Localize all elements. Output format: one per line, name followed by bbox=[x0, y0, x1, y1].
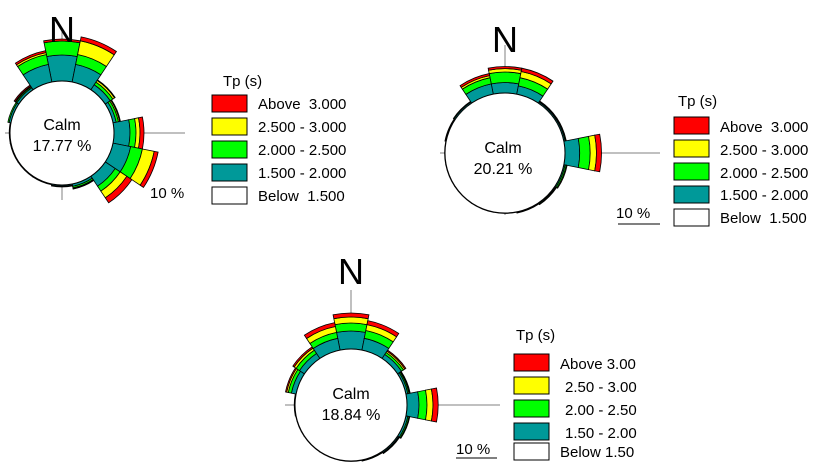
petals bbox=[7, 36, 159, 204]
petal-90-band2 bbox=[417, 389, 428, 421]
calm-value: 20.21 % bbox=[474, 161, 533, 178]
petal-90-above bbox=[430, 387, 439, 423]
calm-value: 17.77 % bbox=[33, 138, 92, 155]
calm-circle bbox=[294, 348, 408, 462]
petal-112.5-band3 bbox=[399, 416, 411, 439]
petal-90-band2 bbox=[128, 118, 137, 148]
legend-title: Tp (s) bbox=[516, 327, 555, 344]
petals bbox=[285, 312, 439, 462]
petal-0-band1 bbox=[336, 330, 366, 351]
north-label: N bbox=[492, 19, 518, 60]
legend-label-0: Above 3.000 bbox=[720, 119, 808, 136]
legend-label-1: 2.500 - 3.000 bbox=[720, 142, 808, 159]
petal-45-above bbox=[386, 349, 407, 370]
legend-label-3: 1.500 - 2.000 bbox=[258, 165, 346, 182]
calm-value: 18.84 % bbox=[322, 407, 381, 424]
north-label: N bbox=[338, 251, 364, 292]
petal-135-band3 bbox=[538, 186, 558, 206]
petal-135-above bbox=[104, 175, 133, 204]
wind-rose-2: N Calm 20.21 % 10 % Tp (s) Above 3.000 2… bbox=[440, 19, 808, 227]
petal-22.5-above bbox=[79, 36, 118, 56]
legend-title: Tp (s) bbox=[223, 73, 262, 90]
legend-swatch-band1 bbox=[673, 185, 710, 204]
petal-90-band2 bbox=[577, 135, 591, 171]
legend-swatch-band2 bbox=[673, 162, 710, 181]
legend-label-3: 1.50 - 2.00 bbox=[565, 425, 637, 442]
legend-swatch-above bbox=[673, 116, 710, 135]
petal-135-band3 bbox=[382, 436, 401, 455]
legend-label-2: 2.000 - 2.500 bbox=[258, 142, 346, 159]
legend-swatch-below bbox=[513, 442, 550, 461]
legend-swatch-above bbox=[513, 353, 550, 372]
petal-157.5-band2 bbox=[361, 451, 384, 462]
legend: Tp (s) Above 3.000 2.500 - 3.000 2.000 -… bbox=[673, 93, 808, 227]
petal-180-band2 bbox=[51, 184, 73, 188]
legend-title: Tp (s) bbox=[678, 93, 717, 110]
legend-label-4: Below 1.500 bbox=[720, 210, 807, 227]
legend-swatch-above bbox=[211, 94, 248, 113]
legend-swatch-band1 bbox=[513, 422, 550, 441]
legend-label-3: 1.500 - 2.000 bbox=[720, 187, 808, 204]
petal-45-above bbox=[96, 79, 116, 99]
petal-112.5-above bbox=[139, 150, 159, 189]
petal-337.5-above bbox=[459, 73, 491, 88]
legend-swatch-below bbox=[673, 208, 710, 227]
legend-label-1: 2.50 - 3.00 bbox=[565, 379, 637, 396]
petal-90-band1 bbox=[112, 119, 131, 147]
scale-label: 10 % bbox=[456, 441, 490, 458]
petal-90-band1 bbox=[563, 137, 581, 169]
petal-0-above bbox=[332, 312, 370, 320]
wind-rose-3: N Calm 18.84 % 10 % Tp (s) Above 3.00 2.… bbox=[285, 251, 637, 462]
petal-90-above bbox=[594, 133, 602, 173]
petal-22.5-above bbox=[366, 320, 400, 338]
legend-swatch-band2 bbox=[513, 399, 550, 418]
legend: Tp (s) Above 3.00 2.50 - 3.00 2.00 - 2.5… bbox=[513, 327, 637, 461]
legend-label-2: 2.00 - 2.50 bbox=[565, 402, 637, 419]
calm-circle bbox=[444, 92, 566, 214]
legend-label-4: Below 1.50 bbox=[560, 444, 634, 461]
scale-label: 10 % bbox=[616, 205, 650, 222]
petal-0-band1 bbox=[490, 82, 520, 95]
petal-337.5-above bbox=[14, 50, 47, 66]
petal-22.5-above bbox=[520, 67, 554, 85]
legend-swatch-band3 bbox=[673, 139, 710, 158]
north-label: N bbox=[49, 9, 75, 50]
petal-157.5-above bbox=[72, 179, 95, 190]
petal-0-band2 bbox=[334, 322, 368, 333]
legend-swatch-below bbox=[211, 186, 248, 205]
petal-112.5-band3 bbox=[556, 164, 568, 189]
legend: Tp (s) Above 3.000 2.500 - 3.000 2.000 -… bbox=[211, 73, 346, 205]
legend-label-0: Above 3.00 bbox=[560, 356, 636, 373]
calm-circle bbox=[9, 80, 115, 186]
legend-swatch-band3 bbox=[211, 117, 248, 136]
petal-157.5-band2 bbox=[516, 203, 540, 214]
legend-label-4: Below 1.500 bbox=[258, 188, 345, 205]
legend-label-0: Above 3.000 bbox=[258, 96, 346, 113]
petal-0-band2 bbox=[488, 71, 522, 85]
calm-label: Calm bbox=[484, 140, 521, 157]
legend-label-2: 2.000 - 2.500 bbox=[720, 165, 808, 182]
legend-swatch-band3 bbox=[513, 376, 550, 395]
legend-swatch-band2 bbox=[211, 140, 248, 159]
legend-swatch-band1 bbox=[211, 163, 248, 182]
calm-label: Calm bbox=[332, 386, 369, 403]
petal-337.5-above bbox=[303, 322, 336, 340]
calm-label: Calm bbox=[43, 117, 80, 134]
petal-90-band1 bbox=[405, 391, 420, 419]
scale-label: 10 % bbox=[150, 185, 184, 202]
wind-rose-1: N Calm 17.77 % 10 % Tp (s) Above 3.000 2… bbox=[5, 9, 346, 205]
legend-label-1: 2.500 - 3.000 bbox=[258, 119, 346, 136]
